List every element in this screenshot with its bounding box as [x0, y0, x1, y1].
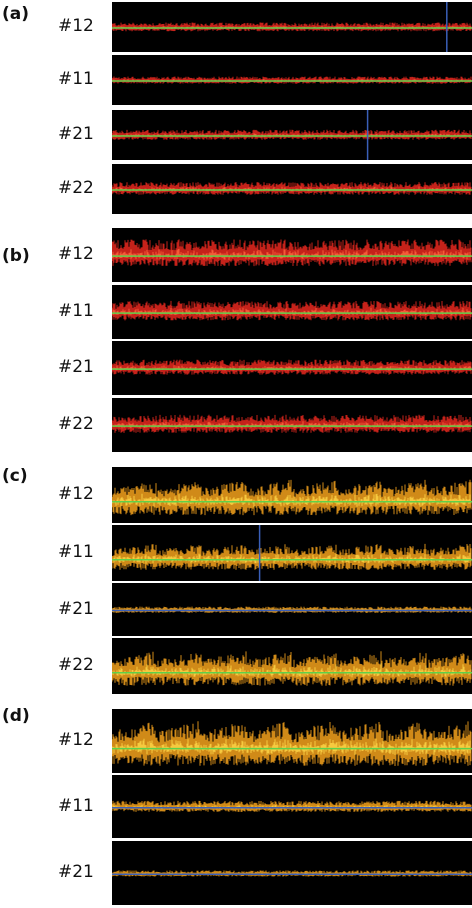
- signal-track: [112, 525, 472, 581]
- signal-track: [112, 2, 472, 52]
- signal-noise: [112, 606, 472, 613]
- track-label: #12: [58, 730, 94, 750]
- track-label: #12: [58, 244, 94, 264]
- signal-track: [112, 638, 472, 694]
- track-label: #11: [58, 795, 94, 816]
- panel-label: (a): [2, 4, 30, 24]
- signal-noise: [112, 800, 472, 812]
- track-label: #22: [58, 178, 94, 198]
- signal-track: [112, 709, 472, 773]
- track-label: #21: [58, 862, 94, 882]
- signal-track: [112, 285, 472, 339]
- signal-noise: [112, 239, 472, 267]
- signal-noise: [112, 76, 472, 84]
- signal-track: [112, 110, 472, 160]
- track-label: #12: [58, 484, 94, 504]
- signal-track: [112, 164, 472, 214]
- signal-track: [112, 228, 472, 282]
- track-label: #22: [58, 414, 94, 434]
- signal-track: [112, 398, 472, 452]
- panel-label: (c): [2, 466, 28, 486]
- signal-noise: [112, 300, 472, 321]
- track-label: #11: [58, 69, 94, 89]
- track-label: #11: [58, 301, 94, 321]
- signal-track: [112, 583, 472, 636]
- track-label: #21: [58, 598, 94, 619]
- signal-track: [112, 55, 472, 105]
- track-label: #22: [58, 655, 94, 675]
- signal-noise: [112, 479, 472, 516]
- signal-noise: [112, 543, 472, 570]
- signal-noise: [112, 129, 472, 140]
- track-label: #21: [58, 357, 94, 377]
- signal-track: [112, 775, 472, 838]
- signal-track: [112, 341, 472, 395]
- signal-track: [112, 841, 472, 905]
- track-label: #21: [58, 124, 94, 144]
- panel-label: (b): [2, 246, 30, 266]
- panel-label: (d): [2, 706, 30, 726]
- track-label: #12: [58, 16, 94, 36]
- signal-track: [112, 467, 472, 523]
- track-label: #11: [58, 542, 94, 562]
